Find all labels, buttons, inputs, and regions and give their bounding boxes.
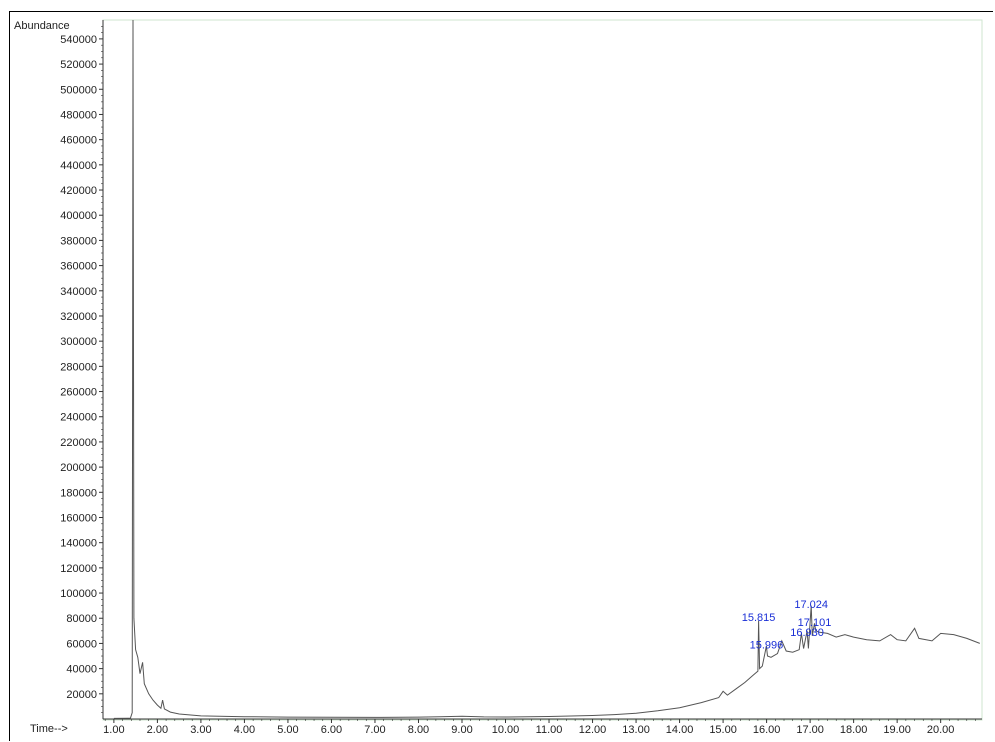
y-tick-label: 460000: [60, 135, 97, 147]
x-tick-label: 5.00: [277, 724, 298, 736]
y-tick-label: 400000: [60, 210, 97, 222]
peak-label: 17.024: [794, 599, 828, 611]
x-tick-label: 2.00: [147, 724, 168, 736]
x-tick-label: 13.00: [622, 724, 650, 736]
x-tick-label: 16.00: [753, 724, 781, 736]
x-tick-label: 8.00: [408, 724, 429, 736]
x-tick-label: 9.00: [451, 724, 472, 736]
x-tick-label: 4.00: [234, 724, 255, 736]
y-tick-label: 340000: [60, 286, 97, 298]
y-tick-label: 220000: [60, 437, 97, 449]
x-tick-label: 1.00: [103, 724, 124, 736]
x-tick-label: 19.00: [883, 724, 911, 736]
y-tick-label: 420000: [60, 185, 97, 197]
y-tick-label: 320000: [60, 311, 97, 323]
x-tick-label: 11.00: [536, 724, 563, 736]
y-tick-label: 80000: [66, 613, 97, 625]
y-tick-label: 20000: [66, 689, 97, 701]
peak-label: 17.101: [798, 617, 832, 629]
y-axis: 20000 40000 60000 80000 100000 120000 140000 16…: [60, 20, 104, 719]
x-tick-label: 3.00: [190, 724, 211, 736]
y-tick-label: 160000: [60, 512, 97, 524]
y-tick-label: 240000: [60, 412, 97, 424]
y-tick-label: 280000: [60, 361, 97, 373]
y-tick-label: 200000: [60, 462, 97, 474]
x-tick-label: 6.00: [321, 724, 342, 736]
y-tick-label: 540000: [60, 34, 97, 46]
x-axis: 1.00 2.00 3.00 4.00 5.00 6.00 7.00 8.00 9.00 10.0…: [103, 718, 982, 736]
y-tick-label: 260000: [60, 387, 97, 399]
y-tick-label: 60000: [66, 638, 97, 650]
x-axis-title: Time-->: [30, 723, 68, 735]
peak-label: 16.930: [790, 627, 824, 639]
x-tick-label: 10.00: [492, 724, 520, 736]
y-tick-label: 380000: [60, 235, 97, 247]
y-tick-label: 520000: [60, 59, 97, 71]
x-tick-label: 14.00: [666, 724, 694, 736]
chart-frame: [9, 11, 993, 741]
x-tick-label: 18.00: [840, 724, 868, 736]
y-tick-label: 360000: [60, 261, 97, 273]
y-tick-label: 100000: [60, 588, 97, 600]
y-tick-label: 300000: [60, 336, 97, 348]
x-tick-label: 20.00: [927, 724, 955, 736]
chromatogram-trace: [113, 19, 980, 719]
x-tick-label: 12.00: [579, 724, 607, 736]
peak-label: 15.996: [750, 639, 784, 651]
y-tick-label: 120000: [60, 563, 97, 575]
y-tick-label: 480000: [60, 109, 97, 121]
y-tick-label: 440000: [60, 160, 97, 172]
x-tick-label: 17.00: [796, 724, 824, 736]
y-tick-label: 500000: [60, 84, 97, 96]
peak-label: 15.815: [742, 612, 776, 624]
plot-area: [102, 19, 983, 721]
y-tick-label: 40000: [66, 664, 97, 676]
x-tick-label: 7.00: [364, 724, 385, 736]
x-tick-label: 15.00: [709, 724, 737, 736]
trace-layer: [113, 19, 980, 719]
y-tick-label: 180000: [60, 487, 97, 499]
y-tick-label: 140000: [60, 538, 97, 550]
y-axis-title: Abundance: [14, 20, 70, 32]
